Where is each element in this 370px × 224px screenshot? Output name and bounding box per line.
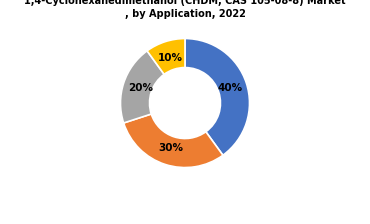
- Wedge shape: [121, 51, 164, 123]
- Wedge shape: [185, 39, 249, 155]
- Text: 20%: 20%: [128, 84, 153, 93]
- Text: 30%: 30%: [158, 143, 183, 153]
- Wedge shape: [124, 114, 223, 168]
- Text: 40%: 40%: [217, 84, 242, 93]
- Title: 1,4-Cyclohexanedimethanol (CHDM, CAS 105-08-8) Market
, by Application, 2022: 1,4-Cyclohexanedimethanol (CHDM, CAS 105…: [24, 0, 346, 19]
- Wedge shape: [147, 39, 185, 74]
- Text: 10%: 10%: [158, 53, 183, 63]
